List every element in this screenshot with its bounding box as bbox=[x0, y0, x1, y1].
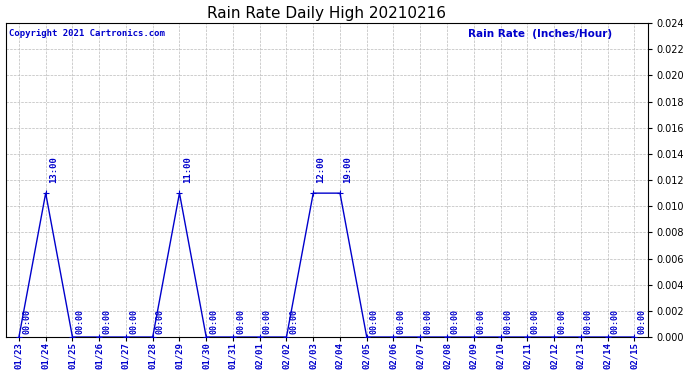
Text: 00:00: 00:00 bbox=[290, 309, 299, 334]
Text: 00:00: 00:00 bbox=[584, 309, 593, 334]
Text: 00:00: 00:00 bbox=[236, 309, 245, 334]
Text: 00:00: 00:00 bbox=[450, 309, 460, 334]
Text: 12:00: 12:00 bbox=[317, 156, 326, 183]
Text: Copyright 2021 Cartronics.com: Copyright 2021 Cartronics.com bbox=[9, 29, 165, 38]
Text: 00:00: 00:00 bbox=[504, 309, 513, 334]
Text: 11:00: 11:00 bbox=[183, 156, 192, 183]
Text: Rain Rate  (Inches/Hour): Rain Rate (Inches/Hour) bbox=[468, 29, 612, 39]
Text: 00:00: 00:00 bbox=[370, 309, 379, 334]
Text: 00:00: 00:00 bbox=[477, 309, 486, 334]
Title: Rain Rate Daily High 20210216: Rain Rate Daily High 20210216 bbox=[207, 6, 446, 21]
Text: 00:00: 00:00 bbox=[76, 309, 85, 334]
Text: 00:00: 00:00 bbox=[638, 309, 647, 334]
Text: 00:00: 00:00 bbox=[263, 309, 272, 334]
Text: 00:00: 00:00 bbox=[102, 309, 111, 334]
Text: 00:00: 00:00 bbox=[424, 309, 433, 334]
Text: 19:00: 19:00 bbox=[343, 156, 352, 183]
Text: 13:00: 13:00 bbox=[49, 156, 58, 183]
Text: 00:00: 00:00 bbox=[397, 309, 406, 334]
Text: 00:00: 00:00 bbox=[558, 309, 566, 334]
Text: 00:00: 00:00 bbox=[129, 309, 138, 334]
Text: 00:00: 00:00 bbox=[611, 309, 620, 334]
Text: 00:00: 00:00 bbox=[531, 309, 540, 334]
Text: 00:00: 00:00 bbox=[210, 309, 219, 334]
Text: 00:00: 00:00 bbox=[156, 309, 165, 334]
Text: 00:00: 00:00 bbox=[22, 309, 31, 334]
